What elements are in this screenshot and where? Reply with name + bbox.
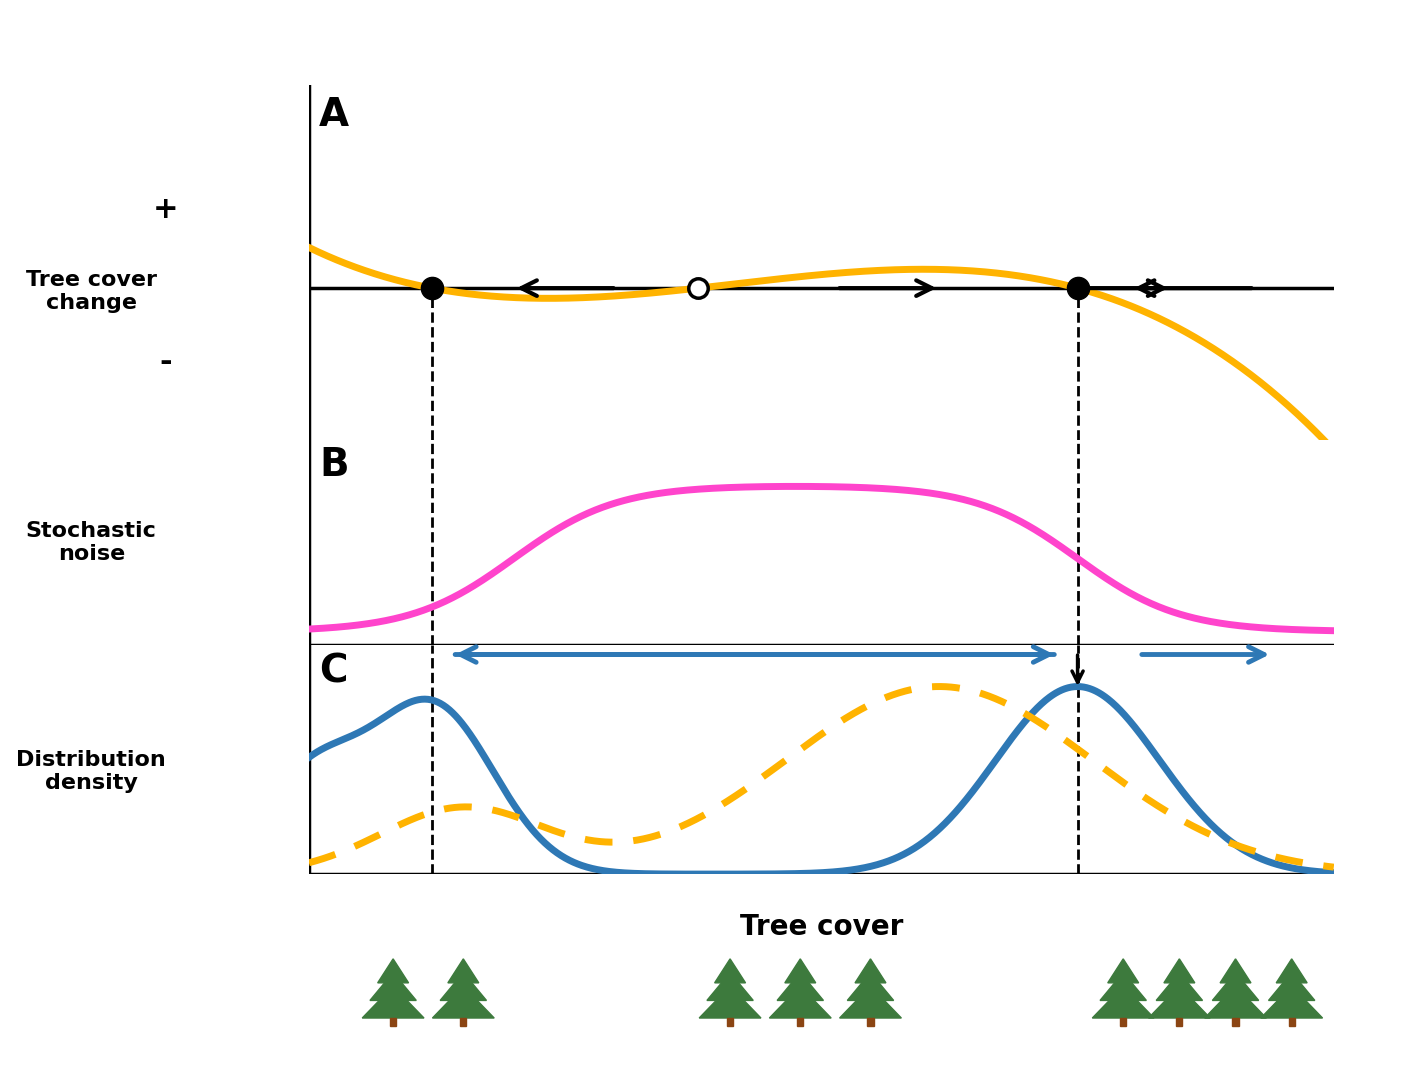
Polygon shape (1108, 959, 1139, 983)
Polygon shape (848, 972, 893, 1000)
Polygon shape (1289, 1018, 1294, 1025)
Polygon shape (1120, 1018, 1126, 1025)
Polygon shape (441, 972, 487, 1000)
Polygon shape (1101, 972, 1146, 1000)
Polygon shape (390, 1018, 396, 1025)
Text: Tree cover
change: Tree cover change (25, 270, 157, 312)
Text: Tree cover: Tree cover (740, 914, 903, 941)
Text: Stochastic
noise: Stochastic noise (25, 521, 157, 564)
Polygon shape (432, 986, 494, 1018)
Polygon shape (1261, 986, 1323, 1018)
Text: -: - (159, 348, 171, 376)
Polygon shape (448, 959, 479, 983)
Polygon shape (1157, 972, 1202, 1000)
Polygon shape (1276, 959, 1307, 983)
Polygon shape (1148, 986, 1210, 1018)
Polygon shape (1269, 972, 1314, 1000)
Text: +: + (153, 195, 178, 224)
Polygon shape (708, 972, 753, 1000)
Polygon shape (727, 1018, 733, 1025)
Text: B: B (319, 447, 348, 484)
Text: Distribution
density: Distribution density (17, 749, 166, 793)
Polygon shape (778, 972, 823, 1000)
Polygon shape (378, 959, 409, 983)
Polygon shape (1177, 1018, 1182, 1025)
Polygon shape (699, 986, 761, 1018)
Polygon shape (1213, 972, 1258, 1000)
Polygon shape (797, 1018, 803, 1025)
Polygon shape (1092, 986, 1154, 1018)
Polygon shape (1205, 986, 1266, 1018)
Text: A: A (319, 96, 350, 134)
Text: C: C (319, 652, 348, 690)
Polygon shape (785, 959, 816, 983)
Polygon shape (1220, 959, 1251, 983)
Polygon shape (855, 959, 886, 983)
Polygon shape (461, 1018, 466, 1025)
Polygon shape (769, 986, 831, 1018)
Polygon shape (362, 986, 424, 1018)
Polygon shape (371, 972, 417, 1000)
Polygon shape (1164, 959, 1195, 983)
Polygon shape (840, 986, 901, 1018)
Polygon shape (715, 959, 746, 983)
Polygon shape (868, 1018, 873, 1025)
Polygon shape (1233, 1018, 1238, 1025)
